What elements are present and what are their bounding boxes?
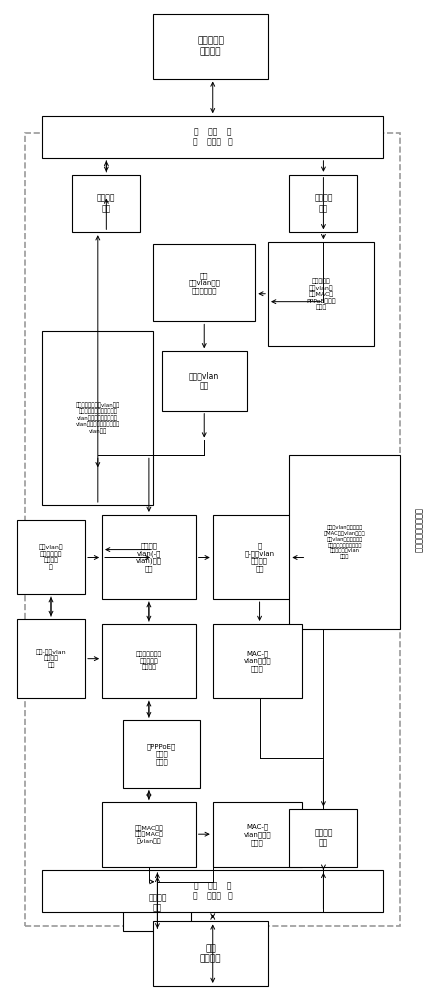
Bar [123, 720, 200, 788]
Text: 接收数据
模块: 接收数据 模块 [314, 194, 333, 213]
Text: 用户MAC和允
许用户MAC识
别vlan识别: 用户MAC和允 许用户MAC识 别vlan识别 [135, 825, 163, 844]
Bar [72, 175, 140, 232]
Bar [153, 14, 268, 79]
Text: MAC-口
vlan对应表
系统建: MAC-口 vlan对应表 系统建 [243, 650, 271, 672]
Text: 用
口-当口vlan
对应表查
附着: 用 口-当口vlan 对应表查 附着 [244, 542, 275, 572]
Bar [123, 874, 191, 931]
Bar [289, 809, 358, 867]
Text: 接收数据
模块: 接收数据 模块 [314, 828, 333, 848]
Bar [43, 116, 383, 158]
Bar [102, 802, 196, 867]
Text: 一人一vlan
分配: 一人一vlan 分配 [189, 371, 219, 391]
Text: 发送数据
模块: 发送数据 模块 [97, 194, 115, 213]
Text: 接口上的
vlan(-口
vlan)绑定
确定: 接口上的 vlan(-口 vlan)绑定 确定 [136, 542, 162, 572]
Bar [289, 175, 358, 232]
Text: MAC-口
vlan对应表
系统建: MAC-口 vlan对应表 系统建 [243, 824, 271, 846]
Bar [213, 515, 306, 599]
Text: 普通
用户终端: 普通 用户终端 [200, 944, 221, 963]
Text: 获取用户端的内部vlan包头
去掉，按照用户目标出口的
vlan参数及对应关系确对
vlan，重新构建出口封装的
vlan数，: 获取用户端的内部vlan包头 去掉，按照用户目标出口的 vlan参数及对应关系确… [76, 402, 120, 434]
Text: 接受到目标接口
目标出口确
定用目标: 接受到目标接口 目标出口确 定用目标 [136, 652, 162, 670]
Text: 接口-固定vlan
永久绑定
接口: 接口-固定vlan 永久绑定 接口 [36, 649, 66, 668]
Text: 配置出口、
出口vlan、
用户MAC、
PPPoE拨号认
证流量: 配置出口、 出口vlan、 用户MAC、 PPPoE拨号认 证流量 [306, 278, 336, 310]
Text: 接口
固定vlan出口
永久绑定接口: 接口 固定vlan出口 永久绑定接口 [188, 272, 220, 294]
Bar [102, 515, 196, 599]
Text: 口    接入    口
口    交换机   口: 口 接入 口 口 交换机 口 [193, 127, 233, 147]
Text: 口    接入    口
口    交换机   口: 口 接入 口 口 交换机 口 [193, 881, 233, 900]
Text: 用PPPoE策
略识别
用认别: 用PPPoE策 略识别 用认别 [147, 743, 176, 765]
Bar [102, 624, 196, 698]
Bar [43, 331, 153, 505]
Bar [213, 802, 302, 867]
Bar [289, 455, 400, 629]
Bar [213, 624, 302, 698]
Bar [268, 242, 375, 346]
Bar [26, 133, 400, 926]
Text: 口固的vlan包头去掉，
按MAC内层vlan对应关
系对vlan进行重新构建
路对应，为用户重新构建
对应的用户的vlan
管传统: 口固的vlan包头去掉， 按MAC内层vlan对应关 系对vlan进行重新构建 … [324, 525, 365, 559]
Text: 用户访问的
目标服务: 用户访问的 目标服务 [197, 37, 224, 56]
Bar [43, 870, 383, 912]
Bar [161, 351, 247, 411]
Bar [153, 244, 255, 321]
Bar [153, 921, 268, 986]
Bar [17, 619, 85, 698]
Bar [17, 520, 85, 594]
Text: 多网络综合传输系统: 多网络综合传输系统 [415, 507, 424, 552]
Text: 接收数据
模块: 接收数据 模块 [148, 893, 167, 912]
Text: 出口vlan属
性控制及配置
政策来配
置: 出口vlan属 性控制及配置 政策来配 置 [39, 544, 63, 570]
